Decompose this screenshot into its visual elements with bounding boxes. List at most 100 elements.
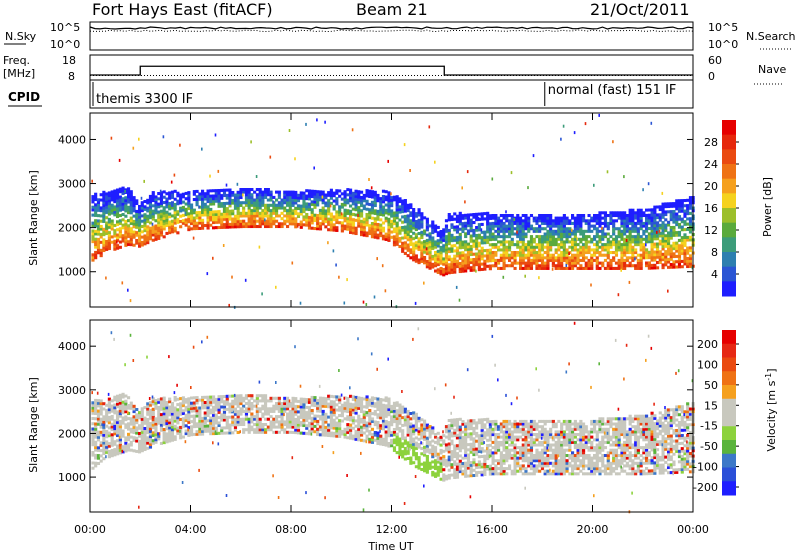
vel-echo-cell (409, 440, 413, 444)
power-echo-cell (466, 266, 471, 270)
power-echo-cell (455, 230, 460, 234)
vel-echo-cell (162, 417, 166, 421)
power-echo-cell (299, 194, 303, 198)
vel-echo-cell (275, 425, 279, 429)
power-echo-cell (576, 258, 580, 262)
power-echo-cell (568, 219, 572, 223)
power-echo-cell (434, 240, 438, 244)
power-echo-cell (603, 221, 608, 225)
power-echo-cell (549, 245, 553, 249)
power-echo-cell (173, 203, 177, 207)
vel-echo-cell (212, 408, 216, 412)
power-echo-cell (573, 221, 577, 225)
vel-scatter-cell (138, 505, 140, 509)
vel-echo-cell (258, 425, 262, 429)
power-echo-cell (121, 239, 125, 243)
power-echo-cell (96, 248, 101, 252)
power-echo-cell (373, 225, 377, 229)
vel-echo-cell (102, 436, 106, 440)
vel-echo-cell (91, 430, 95, 434)
power-echo-cell (148, 226, 153, 230)
power-echo-cell (439, 245, 443, 249)
power-echo-cell (159, 191, 164, 195)
vel-echo-cell (332, 413, 336, 417)
power-echo-cell (236, 198, 240, 202)
power-echo-cell (165, 192, 169, 196)
power-echo-cell (255, 209, 259, 213)
power-echo-cell (444, 245, 449, 249)
power-echo-cell (653, 266, 657, 270)
power-echo-cell (94, 237, 98, 241)
power-echo-cell (305, 189, 309, 193)
power-echo-cell (444, 224, 449, 228)
power-echo-cell (225, 212, 229, 216)
power-echo-cell (220, 196, 224, 200)
power-echo-cell (105, 229, 109, 233)
vel-echo-cell (165, 411, 169, 415)
power-echo-cell (661, 226, 665, 230)
power-echo-cell (631, 221, 635, 225)
vel-echo-cell (239, 402, 243, 406)
power-echo-cell (606, 261, 610, 265)
vel-echo-cell (365, 411, 369, 415)
power-scatter-cell (455, 285, 458, 289)
power-echo-cell (524, 235, 528, 239)
power-echo-cell (255, 201, 259, 205)
power-echo-cell (387, 204, 391, 208)
power-echo-cell (645, 250, 649, 254)
power-echo-cell (151, 238, 155, 242)
power-echo-cell (688, 262, 693, 266)
power-echo-cell (116, 204, 120, 208)
vel-echo-cell (244, 409, 249, 413)
vel-echo-cell (376, 400, 380, 404)
power-echo-cell (381, 195, 386, 199)
vel-echo-cell (381, 419, 386, 423)
power-echo-cell (318, 190, 323, 194)
power-echo-cell (444, 264, 449, 268)
power-echo-cell (645, 221, 649, 225)
power-echo-cell (529, 266, 534, 270)
vel-echo-cell (239, 417, 243, 421)
power-echo-cell (508, 253, 512, 257)
power-echo-cell (124, 201, 128, 205)
power-echo-cell (620, 229, 624, 233)
power-echo-cell (173, 208, 177, 212)
vel-echo-cell (360, 399, 364, 403)
vel-echo-cell (294, 423, 298, 427)
power-echo-cell (247, 211, 251, 215)
power-echo-cell (483, 259, 487, 263)
power-echo-cell (543, 216, 547, 220)
vel-echo-cell (379, 437, 383, 441)
power-echo-cell (442, 244, 446, 248)
vel-echo-cell (121, 392, 125, 396)
power-echo-cell (669, 255, 673, 259)
vel-echo-cell (190, 427, 194, 431)
power-echo-cell (384, 195, 388, 199)
power-echo-cell (288, 203, 292, 207)
vel-echo-cell (140, 425, 144, 429)
power-echo-cell (469, 258, 473, 262)
power-echo-cell (625, 221, 629, 225)
power-echo-cell (532, 251, 536, 255)
vel-scatter-cell (168, 355, 170, 359)
power-echo-cell (565, 237, 569, 241)
power-echo-cell (239, 196, 243, 200)
power-echo-cell (362, 233, 366, 237)
power-echo-cell (554, 251, 558, 255)
vel-scatter-cell (96, 391, 99, 395)
power-echo-cell (469, 266, 473, 270)
power-echo-cell (469, 239, 473, 243)
power-echo-cell (587, 235, 591, 239)
power-scatter-cell (198, 205, 200, 209)
power-echo-cell (620, 264, 624, 268)
power-echo-cell (127, 219, 131, 223)
vel-echo-cell (398, 442, 402, 446)
vel-echo-cell (280, 415, 284, 419)
vel-echo-cell (222, 405, 227, 409)
power-echo-cell (247, 206, 251, 210)
power-echo-cell (387, 236, 391, 240)
vel-echo-cell (94, 464, 98, 468)
power-echo-cell (321, 219, 325, 223)
power-echo-cell (91, 200, 95, 204)
power-echo-cell (508, 264, 512, 268)
